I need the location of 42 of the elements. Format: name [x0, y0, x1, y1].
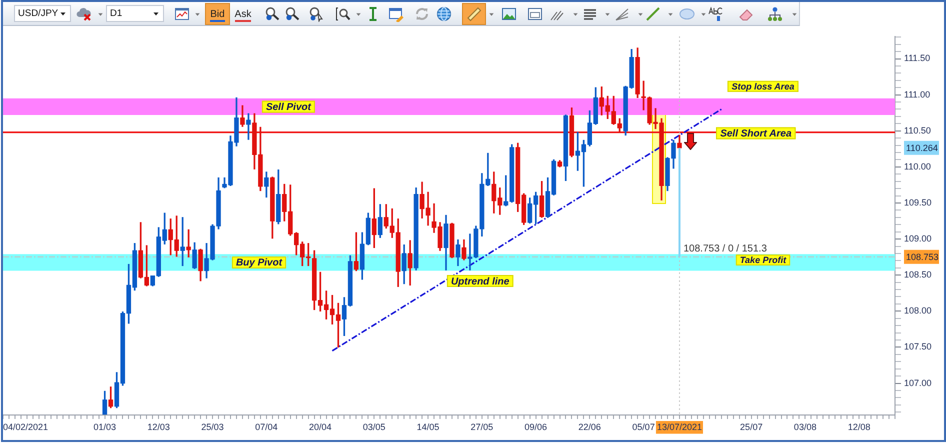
x-tick-label: 01/03: [94, 422, 116, 432]
x-tick-label: 07/04: [255, 422, 278, 432]
ref-line-label: 108.753: [906, 252, 939, 262]
x-tick-label: 03/05: [362, 422, 386, 432]
candlestick: [246, 113, 251, 140]
x-tick-label: 25/07: [740, 422, 763, 432]
x-tick-label: 12/08: [848, 422, 870, 432]
annotation: Take Profit: [740, 254, 788, 265]
band-label: Buy Pivot: [236, 258, 283, 269]
bid-button: Bid: [205, 3, 230, 25]
x-tick-label: 25/03: [201, 422, 224, 432]
y-tick-label: 111.50: [904, 53, 930, 64]
x-tick-label: 20/04: [309, 422, 332, 432]
timeframe-field: D1: [106, 5, 164, 22]
chart-title: USD/JPY: [18, 7, 58, 21]
series-label: Uptrend line: [450, 276, 510, 288]
y-tick-label: 109.50: [904, 197, 932, 208]
y-tick-label: 110.00: [904, 161, 931, 172]
band-label: Sell Pivot: [266, 102, 312, 113]
x-tick-label: 27/05: [470, 422, 494, 432]
y-tick-label: 107.00: [904, 378, 932, 388]
ref-line-label: Sell Short Area: [720, 128, 792, 140]
x-tick-label: 04/02/2021: [3, 422, 48, 432]
symbol-field: USD/JPY: [14, 5, 71, 22]
text: 110.264: [906, 142, 938, 153]
x-tick-label: 05/07: [632, 422, 655, 432]
x-tick-label: 09/06: [524, 422, 548, 432]
x-tick-label: 03/08: [794, 422, 816, 432]
y-tick-label: 108.50: [904, 270, 932, 280]
y-tick-label: 110.50: [904, 125, 931, 136]
y-tick-label: 108.00: [904, 306, 932, 316]
y-tick-label: 111.00: [904, 89, 930, 100]
annotation: Stop loss Area: [732, 81, 794, 92]
x-tick-label: 12/03: [147, 422, 170, 432]
x-tick-label: 13/07/2021: [656, 422, 702, 432]
y-tick-label: 107.50: [904, 342, 932, 352]
y-tick-label: 109.00: [904, 234, 932, 244]
chart-subtitle: D1: [110, 7, 122, 21]
x-tick-label: 14/05: [416, 422, 440, 432]
annotation: 108.753 / 0 / 151.3: [683, 244, 768, 255]
ask-button: Ask: [232, 3, 254, 25]
x-tick-label: 22/06: [578, 422, 601, 432]
